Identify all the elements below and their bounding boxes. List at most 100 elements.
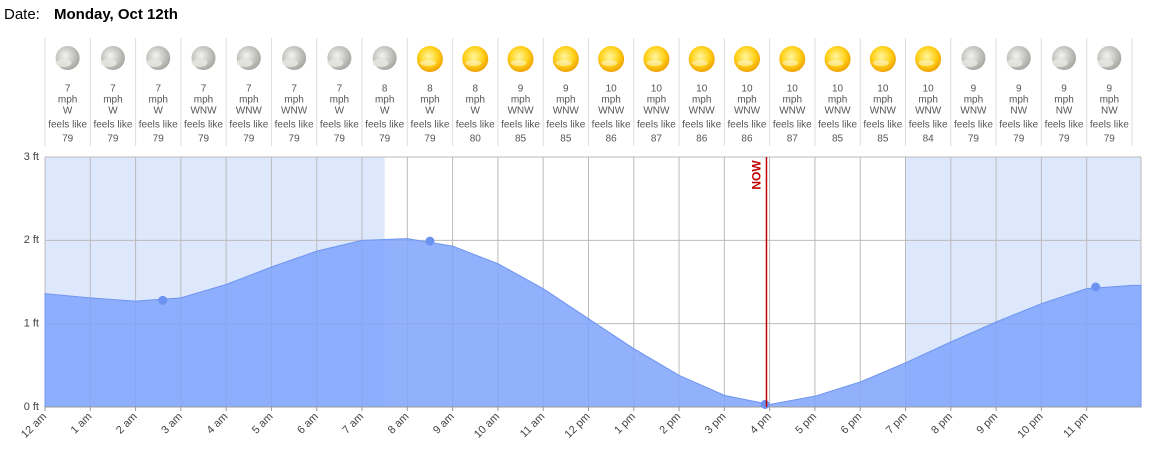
- wind-unit: mph: [601, 95, 620, 106]
- x-tick-label: 5 am: [250, 411, 276, 437]
- x-tick-label: 11 pm: [1061, 411, 1091, 441]
- feels-like-temp: 79: [107, 134, 119, 145]
- wind-unit: mph: [375, 95, 394, 106]
- sun: [416, 46, 443, 72]
- x-tick-label: 2 pm: [657, 411, 683, 437]
- tide-extreme: [1091, 282, 1101, 292]
- feels-like-temp: 85: [832, 134, 844, 145]
- wind-speed: 7: [291, 84, 297, 95]
- feels-like-temp: 79: [62, 134, 74, 145]
- feels-like-temp: 86: [696, 134, 708, 145]
- wind-unit: mph: [737, 95, 756, 106]
- weather-icon: [961, 46, 986, 70]
- weather-icon: [462, 46, 489, 72]
- feels-like-temp: 79: [1104, 134, 1116, 145]
- cloud: [1006, 59, 1023, 67]
- haze: [419, 60, 436, 66]
- wind-unit: mph: [420, 95, 439, 106]
- weather-icon: [507, 46, 534, 72]
- y-tick-label: 3 ft: [24, 151, 39, 163]
- wind-speed: 9: [971, 84, 977, 95]
- y-tick-label: 2 ft: [24, 234, 39, 246]
- weather-icon: [779, 46, 806, 72]
- wind-unit: mph: [1054, 95, 1073, 106]
- wind-direction: WNW: [190, 106, 217, 117]
- cloud: [282, 59, 299, 67]
- weather-icon: [282, 46, 307, 70]
- wind-speed: 10: [923, 84, 935, 95]
- feels-like-label: feels like: [229, 120, 268, 131]
- weather-icon: [236, 46, 261, 70]
- sun: [507, 46, 534, 72]
- feels-like-label: feels like: [999, 120, 1038, 131]
- haze: [555, 60, 572, 66]
- wind-direction: WNW: [825, 106, 852, 117]
- wind-unit: mph: [918, 95, 937, 106]
- weather-icon: [416, 46, 443, 72]
- wind-speed: 8: [472, 84, 478, 95]
- weather-icon: [869, 46, 896, 72]
- date: Monday, Oct 12th: [54, 6, 178, 23]
- weather-icon: [1006, 46, 1031, 70]
- wind-speed: 9: [518, 84, 524, 95]
- feels-like-label: feels like: [1090, 120, 1129, 131]
- x-tick-label: 10 pm: [1015, 411, 1045, 441]
- wind-unit: mph: [58, 95, 77, 106]
- wind-speed: 7: [155, 84, 161, 95]
- cloud: [1097, 59, 1114, 67]
- x-tick-label: 12 am: [19, 411, 49, 441]
- x-tick-label: 11 am: [518, 411, 548, 441]
- wind-direction: WNW: [689, 106, 716, 117]
- feels-like-label: feels like: [728, 120, 767, 131]
- x-tick-label: 8 pm: [929, 411, 955, 437]
- feels-like-label: feels like: [682, 120, 721, 131]
- feels-like-temp: 87: [787, 134, 799, 145]
- haze: [782, 60, 799, 66]
- weather-icon: [824, 46, 851, 72]
- wind-unit: mph: [330, 95, 349, 106]
- haze: [918, 60, 935, 66]
- wind-speed: 10: [832, 84, 844, 95]
- wind-unit: mph: [103, 95, 122, 106]
- feels-like-label: feels like: [773, 120, 812, 131]
- sun: [688, 46, 715, 72]
- x-tick-label: 9 am: [431, 411, 457, 437]
- wind-direction: NW: [1010, 106, 1027, 117]
- sun: [779, 46, 806, 72]
- cloud: [961, 59, 978, 67]
- weather-icon: [1052, 46, 1077, 70]
- cloud: [327, 59, 344, 67]
- feels-like-label: feels like: [1045, 120, 1084, 131]
- wind-direction: WNW: [960, 106, 987, 117]
- weather-icon: [100, 46, 125, 70]
- weather-icon: [191, 46, 216, 70]
- feels-like-label: feels like: [954, 120, 993, 131]
- sun: [869, 46, 896, 72]
- wind-speed: 10: [606, 84, 618, 95]
- wind-direction: W: [63, 106, 73, 117]
- x-tick-label: 3 pm: [703, 411, 729, 437]
- wind-speed: 7: [110, 84, 116, 95]
- wind-direction: WNW: [553, 106, 580, 117]
- x-tick-label: 5 pm: [793, 411, 819, 437]
- feels-like-temp: 79: [968, 134, 980, 145]
- x-tick-label: 1 pm: [612, 411, 638, 437]
- now-label: NOW: [750, 160, 764, 190]
- feels-like-temp: 79: [289, 134, 301, 145]
- wind-speed: 7: [201, 84, 207, 95]
- feels-like-temp: 79: [424, 134, 436, 145]
- x-tick-label: 2 am: [114, 411, 140, 437]
- wind-direction: NW: [1101, 106, 1118, 117]
- wind-unit: mph: [783, 95, 802, 106]
- feels-like-temp: 79: [379, 134, 391, 145]
- weather-icon: [146, 46, 171, 70]
- cloud: [1052, 59, 1069, 67]
- sun: [733, 46, 760, 72]
- x-tick-label: 12 pm: [563, 411, 593, 441]
- weather-icon: [598, 46, 625, 72]
- haze: [827, 60, 844, 66]
- wind-speed: 10: [741, 84, 753, 95]
- feels-like-temp: 79: [334, 134, 346, 145]
- tide-area: [44, 238, 1142, 408]
- wind-speed: 9: [563, 84, 569, 95]
